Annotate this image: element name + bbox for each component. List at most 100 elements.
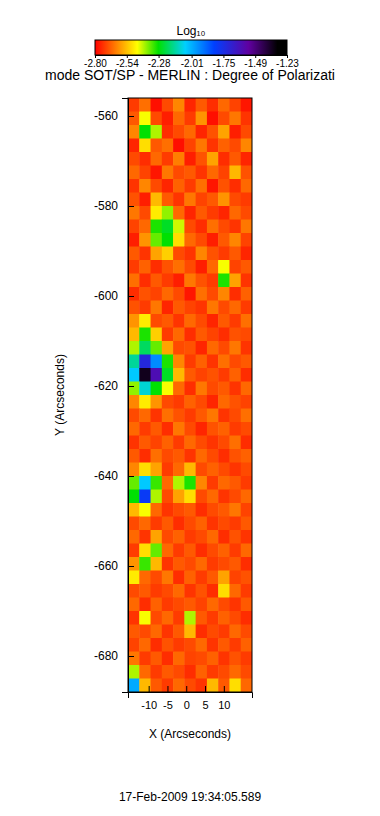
x-axis-line <box>129 693 253 699</box>
cell <box>196 530 208 544</box>
cell <box>207 287 219 301</box>
cell <box>207 679 219 693</box>
y-tick-label: -640 <box>94 469 118 483</box>
cell <box>139 274 151 288</box>
cell <box>128 314 140 328</box>
cell <box>218 679 230 693</box>
cell <box>128 463 140 477</box>
cell <box>139 260 151 274</box>
cell <box>229 530 241 544</box>
cell <box>241 544 252 558</box>
cell <box>173 314 185 328</box>
cell <box>139 679 151 693</box>
cell <box>139 503 151 517</box>
x-tick-label: 0 <box>184 699 190 711</box>
cell <box>196 301 208 315</box>
cell <box>218 449 230 463</box>
cell <box>139 125 151 139</box>
cell <box>196 625 208 639</box>
cell <box>241 125 252 139</box>
y-tick: -600 <box>94 289 134 303</box>
cell <box>173 382 185 396</box>
cell <box>173 112 185 126</box>
cell <box>128 476 140 490</box>
cell <box>196 598 208 612</box>
cell <box>207 530 219 544</box>
cell <box>128 355 140 369</box>
cell <box>151 544 163 558</box>
cell <box>128 166 140 180</box>
cell <box>207 301 219 315</box>
cell <box>162 503 174 517</box>
cell <box>151 301 163 315</box>
cell <box>184 503 196 517</box>
cell <box>162 220 174 234</box>
cell <box>229 193 241 207</box>
cell <box>229 166 241 180</box>
cell <box>173 665 185 679</box>
cell <box>229 233 241 247</box>
cell <box>151 382 163 396</box>
cell <box>128 598 140 612</box>
cell <box>151 503 163 517</box>
cell <box>218 206 230 220</box>
cell <box>184 139 196 153</box>
cell <box>128 530 140 544</box>
cell <box>139 409 151 423</box>
x-axis: -10-50510 <box>129 686 253 711</box>
y-tick-mark <box>128 386 134 387</box>
cell <box>218 436 230 450</box>
cell <box>229 584 241 598</box>
cell <box>173 449 185 463</box>
cell <box>241 503 252 517</box>
cell <box>218 611 230 625</box>
cell <box>241 422 252 436</box>
cell <box>241 679 252 693</box>
cell <box>162 139 174 153</box>
cell <box>229 112 241 126</box>
cell <box>173 260 185 274</box>
cell <box>196 571 208 585</box>
cell <box>218 368 230 382</box>
cell <box>162 368 174 382</box>
cell <box>207 544 219 558</box>
chart: Log₁₀-2.80-2.54-2.28-2.01-1.75-1.49-1.23… <box>0 0 380 816</box>
cell <box>218 584 230 598</box>
cell <box>151 652 163 666</box>
cell <box>207 422 219 436</box>
cell <box>184 395 196 409</box>
cell <box>173 98 185 112</box>
cell <box>241 166 252 180</box>
x-tick-label: 5 <box>202 699 208 711</box>
cell <box>151 422 163 436</box>
cell <box>162 395 174 409</box>
cell <box>241 409 252 423</box>
cell <box>207 611 219 625</box>
cell <box>151 287 163 301</box>
cell <box>151 233 163 247</box>
cell <box>162 652 174 666</box>
cell <box>196 125 208 139</box>
x-tick-mark <box>167 686 168 692</box>
y-tick: -620 <box>94 379 134 393</box>
cell <box>241 287 252 301</box>
cell <box>151 557 163 571</box>
cell <box>128 436 140 450</box>
cell <box>173 638 185 652</box>
cell <box>162 125 174 139</box>
cell <box>139 395 151 409</box>
cell <box>241 625 252 639</box>
cell <box>151 368 163 382</box>
cell <box>128 139 140 153</box>
cell <box>229 274 241 288</box>
cell <box>139 490 151 504</box>
y-tick-mark <box>128 476 134 477</box>
cell <box>173 355 185 369</box>
cell <box>128 125 140 139</box>
cell <box>173 679 185 693</box>
cell <box>128 152 140 166</box>
cell <box>151 247 163 261</box>
cell <box>218 260 230 274</box>
y-axis: -560-580-600-620-640-660-680 <box>94 99 134 693</box>
cell <box>184 355 196 369</box>
